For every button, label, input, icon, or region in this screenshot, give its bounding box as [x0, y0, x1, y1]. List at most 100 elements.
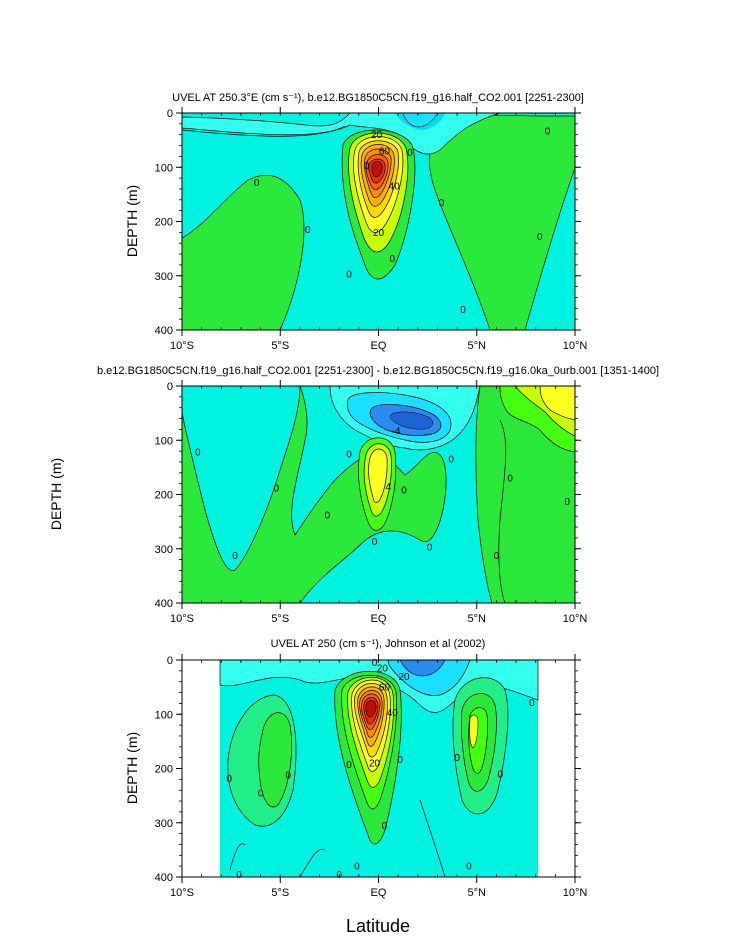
contour-label: 0 [226, 774, 232, 785]
contour-label: 40 [387, 708, 399, 719]
contour-label: 0 [364, 161, 370, 172]
contour-label: 40 [389, 182, 401, 193]
panel-1-east-cyan-region [402, 113, 439, 128]
x-tick-label: EQ [371, 613, 387, 625]
contour-label: 0 [537, 232, 543, 243]
contour-label: 0 [498, 769, 504, 780]
y-tick-label: 300 [155, 818, 173, 830]
x-axis-label: Latitude [346, 916, 410, 936]
contour-label: 0 [325, 511, 331, 522]
y-tick-label: 400 [155, 325, 173, 337]
contour-label: 0 [460, 305, 466, 316]
contour-label: 0 [564, 497, 570, 508]
contour-label: 0 [439, 198, 445, 209]
x-tick-label: 10°N [563, 613, 588, 625]
contour-label: -4 [392, 426, 401, 437]
contour-label: 0 [382, 821, 388, 832]
contour-label: 0 [427, 543, 433, 554]
panel-1-title: UVEL AT 250.3°E (cm s⁻¹), b.e12.BG1850C5… [172, 92, 584, 104]
shared-ylabel: DEPTH (m) [48, 458, 64, 530]
contour-label: 60 [379, 146, 391, 157]
panel-2-ne-anomaly-yellow [539, 386, 575, 421]
contour-label: 0 [545, 126, 551, 137]
panel-3-no-data-right [538, 660, 575, 877]
panel-1-ylabel: DEPTH (m) [124, 185, 140, 257]
x-tick-label: 5°N [468, 887, 487, 899]
panel-2-core-6 [368, 448, 388, 503]
y-tick-label: 0 [167, 381, 173, 393]
contour-label: 0 [354, 862, 360, 873]
contour-label: 0 [346, 449, 352, 460]
contour-label: 0 [494, 551, 500, 562]
panel-2-cyan-west-region [182, 386, 301, 571]
panel-2-title: b.e12.BG1850C5CN.f19_g16.half_CO2.001 [2… [97, 365, 659, 377]
panel-3-contours [182, 660, 575, 877]
contour-label: 0 [397, 755, 403, 766]
y-tick-label: 300 [155, 271, 173, 283]
x-tick-label: 5°S [271, 613, 289, 625]
contour-label: 0 [529, 698, 535, 709]
x-tick-label: 10°S [170, 887, 194, 899]
panel-1: UVEL AT 250.3°E (cm s⁻¹), b.e12.BG1850C5… [124, 92, 587, 352]
contour-label: 0 [389, 254, 395, 265]
panel-1-core-80 [371, 161, 383, 178]
x-tick-label: 10°N [563, 887, 588, 899]
panel-3-westward-deep-core [399, 660, 446, 677]
x-tick-label: 5°S [271, 887, 289, 899]
contour-label: 4 [386, 482, 392, 493]
x-tick-label: 10°S [170, 613, 194, 625]
panel-3-title: UVEL AT 250 (cm s⁻¹), Johnson et al (200… [271, 638, 486, 650]
contour-label: 0 [401, 486, 407, 497]
x-tick-label: EQ [371, 887, 387, 899]
panel-2-westward-deep-core [389, 411, 434, 430]
contour-label: 0 [232, 551, 238, 562]
panel-3-deep-contour [229, 799, 446, 877]
x-tick-label: 10°S [170, 340, 194, 352]
panel-3-no-data-left [182, 660, 220, 877]
y-tick-label: 400 [155, 598, 173, 610]
panel-3-north-eastward-yellow [469, 714, 479, 749]
contour-label: 0 [195, 448, 201, 459]
panel-3-south-eastward-core [258, 712, 292, 808]
contour-label: 0 [372, 537, 378, 548]
contour-label: 0 [407, 148, 413, 159]
contour-label: 0 [346, 760, 352, 771]
contour-label: 0 [448, 455, 454, 466]
contour-label: 20 [398, 672, 410, 683]
panel-1-west-eastward-region [182, 174, 305, 330]
y-tick-label: 400 [155, 872, 173, 884]
contour-label: 0 [372, 658, 378, 669]
panel-1-contours [182, 113, 575, 330]
x-tick-label: 10°N [563, 340, 588, 352]
panel-2-contours [182, 386, 575, 603]
panel-2-east-green-region [498, 419, 507, 603]
contour-label: 0 [274, 483, 280, 494]
panel-3-ylabel: DEPTH (m) [124, 732, 140, 804]
panel-1-thermocline-contour [182, 125, 346, 137]
x-tick-label: 5°S [271, 340, 289, 352]
y-tick-label: 0 [167, 655, 173, 667]
contour-label: 0 [346, 270, 352, 281]
contour-label: 20 [373, 228, 385, 239]
y-tick-label: 0 [167, 108, 173, 120]
panel-3-contour-labels: 020604020200000000000000 [226, 658, 535, 881]
contour-label: 60 [379, 683, 391, 694]
contour-label: 20 [369, 759, 381, 770]
contour-label: 0 [285, 771, 291, 782]
x-tick-label: EQ [371, 340, 387, 352]
contour-label: 0 [254, 178, 260, 189]
contour-label: 0 [236, 870, 242, 881]
contour-label: 20 [377, 664, 389, 675]
y-tick-label: 200 [155, 764, 173, 776]
x-tick-label: 5°N [468, 613, 487, 625]
y-tick-label: 200 [155, 490, 173, 502]
contour-label: 0 [507, 474, 513, 485]
y-tick-label: 100 [155, 162, 173, 174]
contour-label: 0 [305, 225, 311, 236]
x-tick-label: 5°N [468, 340, 487, 352]
contour-label: 0 [454, 753, 460, 764]
